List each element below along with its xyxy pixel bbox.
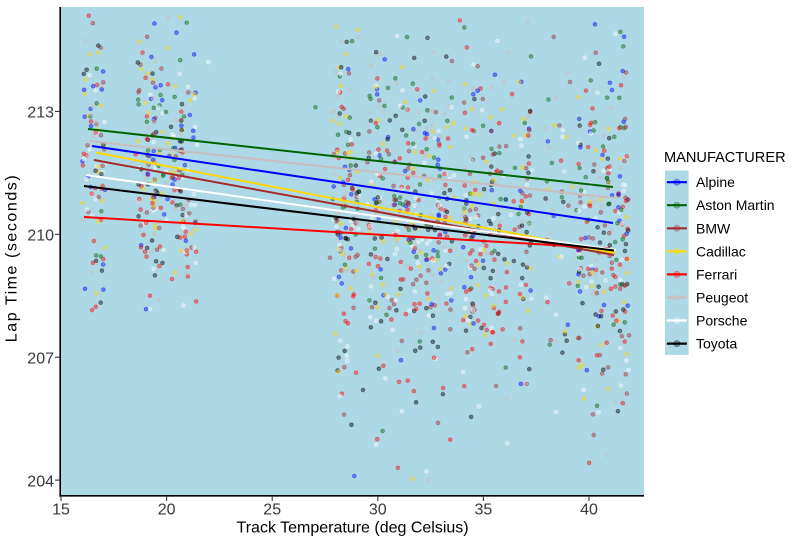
svg-text:Toyota: Toyota xyxy=(696,336,737,352)
svg-text:Peugeot: Peugeot xyxy=(696,290,748,306)
svg-text:15: 15 xyxy=(52,502,70,519)
svg-text:20: 20 xyxy=(158,502,176,519)
svg-text:40: 40 xyxy=(580,502,598,519)
svg-text:MANUFACTURER: MANUFACTURER xyxy=(664,150,786,166)
svg-text:Porsche: Porsche xyxy=(696,313,748,329)
svg-text:30: 30 xyxy=(369,502,387,519)
svg-text:Lap Time (seconds): Lap Time (seconds) xyxy=(4,174,21,342)
svg-text:207: 207 xyxy=(27,350,54,367)
svg-text:Aston Martin: Aston Martin xyxy=(696,197,775,213)
svg-text:Track Temperature (deg Celsius: Track Temperature (deg Celsius) xyxy=(237,520,469,537)
svg-text:35: 35 xyxy=(475,502,493,519)
svg-text:Alpine: Alpine xyxy=(696,174,735,190)
svg-text:Cadillac: Cadillac xyxy=(696,243,746,259)
svg-text:213: 213 xyxy=(27,105,54,122)
svg-text:210: 210 xyxy=(27,228,54,245)
svg-text:Ferrari: Ferrari xyxy=(696,266,737,282)
svg-text:25: 25 xyxy=(263,502,281,519)
svg-text:BMW: BMW xyxy=(696,220,731,236)
svg-text:204: 204 xyxy=(27,473,54,490)
